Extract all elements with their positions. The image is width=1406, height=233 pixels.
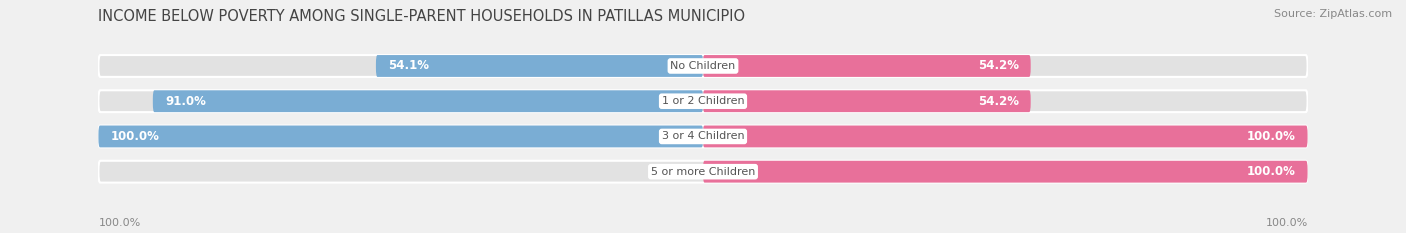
Text: 91.0%: 91.0% (165, 95, 205, 108)
Text: 3 or 4 Children: 3 or 4 Children (662, 131, 744, 141)
FancyBboxPatch shape (703, 126, 1308, 147)
Text: 5 or more Children: 5 or more Children (651, 167, 755, 177)
Text: No Children: No Children (671, 61, 735, 71)
Text: Source: ZipAtlas.com: Source: ZipAtlas.com (1274, 9, 1392, 19)
Text: 54.2%: 54.2% (977, 95, 1018, 108)
Text: 100.0%: 100.0% (98, 218, 141, 228)
FancyBboxPatch shape (703, 55, 1031, 77)
FancyBboxPatch shape (98, 126, 1308, 147)
FancyBboxPatch shape (703, 161, 1308, 183)
Text: 54.2%: 54.2% (977, 59, 1018, 72)
FancyBboxPatch shape (98, 90, 1308, 112)
FancyBboxPatch shape (703, 90, 1031, 112)
FancyBboxPatch shape (153, 90, 703, 112)
Text: 0.0%: 0.0% (658, 165, 690, 178)
FancyBboxPatch shape (98, 161, 1308, 183)
Text: 54.1%: 54.1% (388, 59, 429, 72)
Text: 100.0%: 100.0% (111, 130, 159, 143)
FancyBboxPatch shape (375, 55, 703, 77)
FancyBboxPatch shape (98, 55, 1308, 77)
FancyBboxPatch shape (98, 126, 703, 147)
Text: 100.0%: 100.0% (1265, 218, 1308, 228)
Text: 100.0%: 100.0% (1247, 165, 1295, 178)
Text: 100.0%: 100.0% (1247, 130, 1295, 143)
Text: 1 or 2 Children: 1 or 2 Children (662, 96, 744, 106)
Text: INCOME BELOW POVERTY AMONG SINGLE-PARENT HOUSEHOLDS IN PATILLAS MUNICIPIO: INCOME BELOW POVERTY AMONG SINGLE-PARENT… (98, 9, 745, 24)
